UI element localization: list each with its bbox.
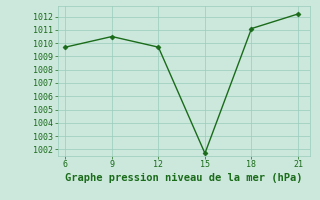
X-axis label: Graphe pression niveau de la mer (hPa): Graphe pression niveau de la mer (hPa) bbox=[65, 173, 303, 183]
